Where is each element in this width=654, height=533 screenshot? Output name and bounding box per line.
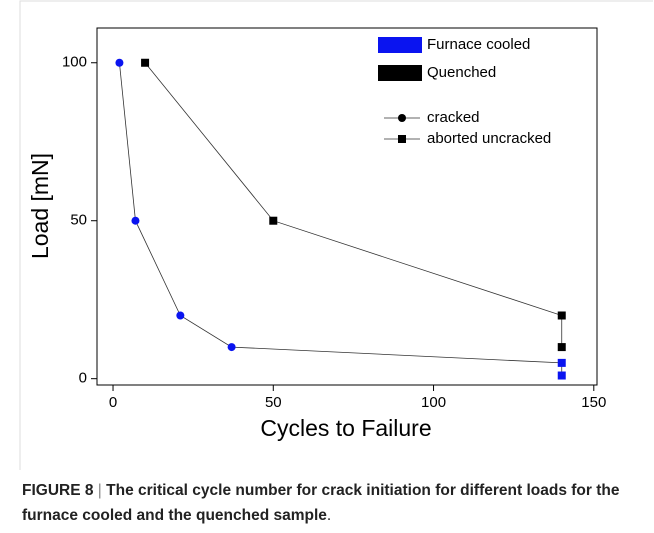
series-line [119,62,563,376]
legend-label: aborted uncracked [427,130,551,147]
marker [269,216,278,225]
legend-swatch [378,65,422,81]
marker [557,343,566,352]
plot-area [96,27,598,386]
caption-end: . [326,507,332,524]
x-tick-label: 100 [421,394,446,411]
x-tick-label: 150 [581,394,606,411]
marker [131,216,140,225]
y-tick-label: 50 [70,212,87,229]
legend-marker [398,135,406,143]
legend-swatch [378,37,422,53]
caption: FIGURE 8 | The critical cycle number for… [22,478,642,528]
y-tick-label: 100 [62,54,87,71]
x-axis-label: Cycles to Failure [260,415,431,441]
caption-text: The critical cycle number for crack init… [22,482,620,524]
marker [557,311,566,320]
x-tick-label: 50 [265,394,282,411]
x-tick-label: 0 [109,394,117,411]
caption-label: FIGURE 8 [22,482,94,499]
legend-label: cracked [427,109,480,126]
y-tick-label: 0 [79,370,87,387]
marker [115,58,124,67]
caption-separator: | [97,482,102,499]
legend-label: Quenched [427,64,496,81]
marker [141,58,150,67]
y-axis-label: Load [mN] [27,153,53,259]
series-line [144,62,563,348]
marker [557,358,566,367]
marker [227,343,236,352]
legend-marker [398,114,406,122]
frame [19,0,653,470]
marker [176,311,185,320]
chart: Cycles to Failure Load [mN] 0 50 100 150 0 50… [19,0,653,470]
legend-label: Furnace cooled [427,36,530,53]
marker [557,371,566,380]
